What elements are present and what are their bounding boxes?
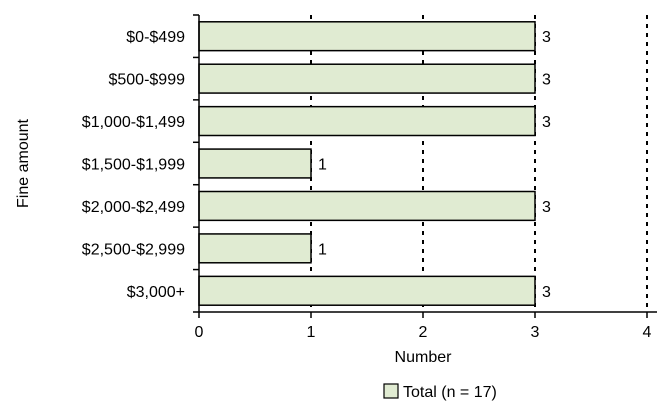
data-labels: 3 3 3 1 3 1 3 xyxy=(318,29,551,301)
data-label: 1 xyxy=(318,157,327,174)
data-label: 3 xyxy=(542,72,551,89)
data-label: 3 xyxy=(542,114,551,131)
y-tick-labels: $0-$499 $500-$999 $1,000-$1,499 $1,500-$1,9… xyxy=(82,29,185,301)
x-tick-label: 1 xyxy=(307,324,316,341)
bar xyxy=(198,148,312,179)
y-tick-label: $1,500-$1,999 xyxy=(82,157,185,174)
x-axis-title: Number xyxy=(395,349,453,366)
bar xyxy=(198,275,536,306)
y-axis-title: Fine amount xyxy=(15,118,32,207)
legend-swatch xyxy=(383,383,399,399)
bars xyxy=(198,21,536,306)
bar xyxy=(198,21,536,52)
data-label: 3 xyxy=(542,29,551,46)
data-label: 1 xyxy=(318,241,327,258)
y-tick-label: $2,500-$2,999 xyxy=(82,241,185,258)
bar xyxy=(198,105,536,137)
y-tick-label: $0-$499 xyxy=(126,29,185,46)
data-label: 3 xyxy=(542,284,551,301)
legend-label: Total (n = 17) xyxy=(403,384,497,401)
x-tick-label: 3 xyxy=(531,324,540,341)
bar xyxy=(198,63,536,94)
y-tick-label: $2,000-$2,499 xyxy=(82,199,185,216)
y-tick-label: $500-$999 xyxy=(108,72,185,89)
y-tick-label: $3,000+ xyxy=(127,284,185,301)
y-tick-label: $1,000-$1,499 xyxy=(82,114,185,131)
data-label: 3 xyxy=(542,199,551,216)
bar xyxy=(198,190,536,222)
bar xyxy=(198,233,312,264)
x-tick-label: 2 xyxy=(419,324,428,341)
axes xyxy=(193,14,657,318)
x-tick-label: 4 xyxy=(643,324,652,341)
x-tick-label: 0 xyxy=(195,324,204,341)
legend: Total (n = 17) xyxy=(383,383,497,401)
x-tick-labels: 0 1 2 3 4 xyxy=(195,324,652,341)
gridlines xyxy=(310,15,648,312)
